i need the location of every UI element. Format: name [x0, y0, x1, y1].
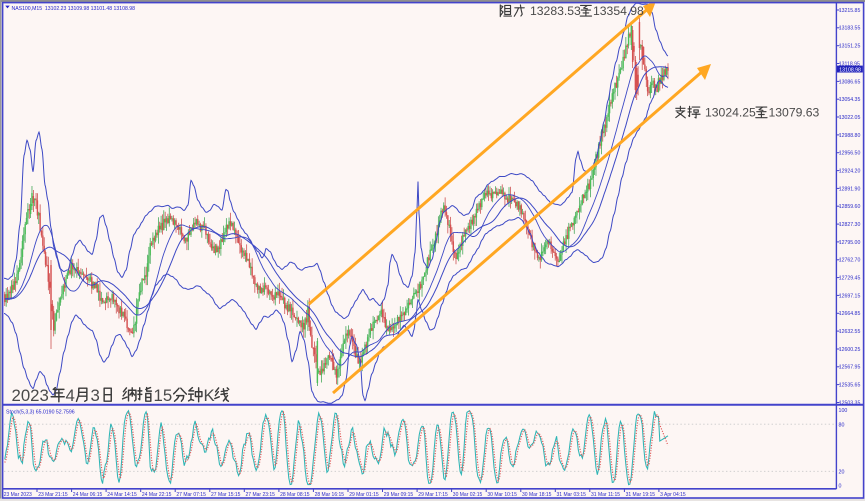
- svg-text:31 Mar 19:15: 31 Mar 19:15: [626, 492, 656, 498]
- svg-text:3 Apr 04:15: 3 Apr 04:15: [660, 492, 686, 498]
- svg-text:13151.25: 13151.25: [839, 44, 861, 50]
- svg-text:20: 20: [839, 469, 845, 475]
- svg-text:12988.80: 12988.80: [839, 133, 861, 139]
- svg-text:27 Mar 23:15: 27 Mar 23:15: [246, 492, 276, 498]
- svg-text:13079.63: 13079.63: [769, 105, 820, 119]
- svg-text:13183.55: 13183.55: [839, 26, 861, 32]
- svg-text:2023: 2023: [12, 386, 49, 405]
- svg-text:24 Mar 22:15: 24 Mar 22:15: [142, 492, 172, 498]
- svg-text:12762.70: 12762.70: [839, 258, 861, 264]
- svg-text:24 Mar 06:15: 24 Mar 06:15: [73, 492, 103, 498]
- svg-text:13108.98: 13108.98: [839, 67, 861, 73]
- svg-text:12891.90: 12891.90: [839, 186, 861, 192]
- svg-text:Stoch(5,3,3) 65.0190 52.7596: Stoch(5,3,3) 65.0190 52.7596: [6, 410, 75, 416]
- svg-text:30 Mar 18:15: 30 Mar 18:15: [522, 492, 552, 498]
- svg-text:13086.65: 13086.65: [839, 79, 861, 85]
- svg-text:30 Mar 10:15: 30 Mar 10:15: [487, 492, 517, 498]
- svg-text:100: 100: [839, 408, 848, 414]
- svg-text:27 Mar 15:15: 27 Mar 15:15: [211, 492, 241, 498]
- svg-text:23 Mar 2023: 23 Mar 2023: [4, 492, 32, 498]
- svg-text:13054.35: 13054.35: [839, 97, 861, 103]
- svg-text:28 Mar 08:15: 28 Mar 08:15: [280, 492, 310, 498]
- svg-text:3: 3: [91, 386, 100, 405]
- svg-text:K: K: [204, 386, 215, 405]
- svg-text:12664.85: 12664.85: [839, 311, 861, 317]
- svg-text:13022.05: 13022.05: [839, 115, 861, 121]
- svg-text:28 Mar 16:15: 28 Mar 16:15: [315, 492, 345, 498]
- svg-text:12567.95: 12567.95: [839, 365, 861, 371]
- svg-text:15: 15: [154, 386, 173, 405]
- svg-text:12697.15: 12697.15: [839, 293, 861, 299]
- svg-text:12535.65: 12535.65: [839, 383, 861, 389]
- svg-text:27 Mar 07:15: 27 Mar 07:15: [176, 492, 206, 498]
- svg-text:12859.60: 12859.60: [839, 204, 861, 210]
- svg-text:13283.53: 13283.53: [530, 4, 581, 18]
- svg-text:29 Mar 09:15: 29 Mar 09:15: [384, 492, 414, 498]
- svg-text:13024.25: 13024.25: [705, 105, 756, 119]
- svg-text:24 Mar 14:15: 24 Mar 14:15: [107, 492, 137, 498]
- svg-text:80: 80: [839, 422, 845, 428]
- svg-text:30 Mar 02:15: 30 Mar 02:15: [453, 492, 483, 498]
- svg-text:12600.25: 12600.25: [839, 347, 861, 353]
- svg-text:23 Mar 21:15: 23 Mar 21:15: [38, 492, 68, 498]
- svg-text:29 Mar 17:15: 29 Mar 17:15: [418, 492, 448, 498]
- svg-text:12729.45: 12729.45: [839, 276, 861, 282]
- svg-text:0: 0: [839, 484, 842, 490]
- svg-text:13354.98: 13354.98: [593, 4, 644, 18]
- svg-text:4: 4: [66, 386, 75, 405]
- svg-text:31 Mar 03:15: 31 Mar 03:15: [557, 492, 587, 498]
- svg-text:31 Mar 11:15: 31 Mar 11:15: [591, 492, 620, 498]
- svg-text:12956.50: 12956.50: [839, 151, 861, 157]
- svg-text:12924.20: 12924.20: [839, 169, 861, 175]
- svg-text:NAS100,M15 13102.23 13109.98: NAS100,M15 13102.23 13109.98 13101.48 13…: [12, 6, 136, 12]
- svg-text:12632.55: 12632.55: [839, 329, 861, 335]
- svg-text:12503.35: 12503.35: [839, 400, 861, 406]
- svg-text:29 Mar 01:15: 29 Mar 01:15: [349, 492, 379, 498]
- svg-text:13118.95: 13118.95: [839, 61, 860, 67]
- svg-text:13215.85: 13215.85: [839, 8, 861, 14]
- svg-text:12827.30: 12827.30: [839, 222, 861, 228]
- svg-text:12795.00: 12795.00: [839, 240, 861, 246]
